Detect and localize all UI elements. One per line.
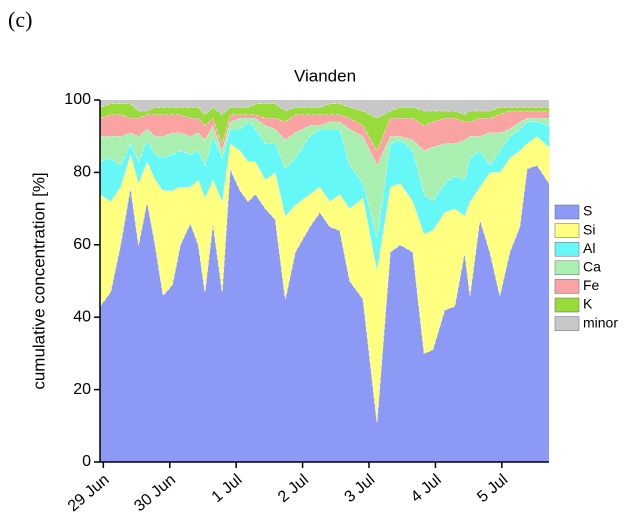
area: [100, 100, 549, 119]
legend-label: K: [583, 296, 593, 312]
legend-swatch: [554, 241, 580, 257]
area: [100, 118, 549, 238]
area: [100, 165, 549, 462]
panel-label: (c): [8, 7, 32, 32]
y-tick-label: 40: [73, 308, 91, 325]
x-tick-label: 30 Jun: [131, 471, 179, 515]
legend-swatch: [554, 316, 580, 331]
legend-label: Si: [583, 221, 595, 237]
y-tick-label: 100: [64, 91, 91, 108]
y-tick-label: 80: [73, 164, 91, 181]
x-tick-label: 2 Jul: [275, 471, 312, 506]
legend-label: S: [583, 203, 592, 219]
area: [100, 121, 549, 271]
y-tick-label: 60: [73, 236, 91, 253]
legend-label: Al: [583, 240, 595, 256]
area-edge: [99, 121, 550, 238]
x-tick-label: 3 Jul: [341, 471, 378, 506]
legend-swatch: [554, 260, 580, 276]
legend-swatch: [554, 223, 580, 238]
x-tick-label: 4 Jul: [408, 471, 445, 506]
y-tick-label: 20: [73, 381, 91, 398]
legend-swatch: [554, 204, 580, 220]
legend-swatch: [554, 279, 580, 294]
legend-label: Ca: [583, 259, 601, 275]
legend-swatch: [554, 297, 580, 313]
y-axis-label: cumulative concentration [%]: [29, 172, 48, 389]
x-tick-label: 5 Jul: [474, 471, 511, 506]
legend-label: minor: [583, 314, 618, 330]
area: [100, 136, 549, 423]
y-tick-label: 0: [82, 453, 91, 470]
legend-label: Fe: [583, 277, 600, 293]
area: [100, 103, 549, 151]
chart-title: Vianden: [294, 66, 356, 85]
x-tick-label: 29 Jun: [65, 471, 113, 515]
x-tick-label: 1 Jul: [209, 471, 246, 506]
area: [100, 110, 549, 166]
